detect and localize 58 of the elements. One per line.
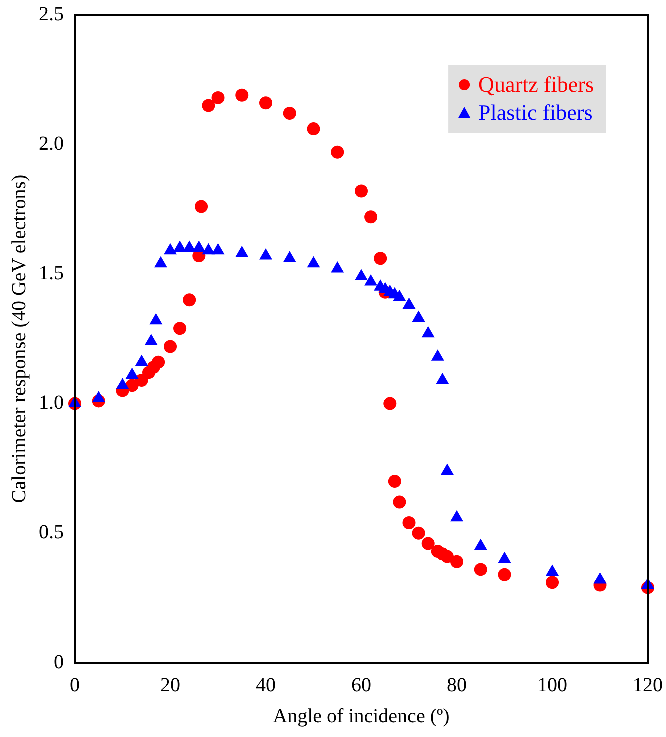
point (393, 290, 406, 302)
x-tick-label: 20 (160, 674, 180, 696)
x-tick-label: 80 (447, 674, 467, 696)
point (364, 274, 378, 286)
y-tick-label: 1.0 (39, 392, 64, 414)
point (154, 256, 168, 268)
point (283, 251, 296, 262)
point (355, 269, 368, 281)
point (202, 243, 216, 255)
y-axis-title: Calorimeter response (40 GeV electrons) (8, 174, 30, 504)
x-tick-label: 120 (633, 674, 663, 696)
point (422, 326, 435, 338)
point (135, 354, 148, 366)
point (174, 240, 187, 252)
point (331, 262, 344, 273)
y-tick-label: 1.5 (39, 262, 64, 284)
point (431, 350, 444, 361)
y-tick-label: 2.0 (39, 132, 64, 155)
x-tick-label: 0 (70, 674, 80, 696)
y-tick-label: 0.5 (39, 522, 64, 544)
point (412, 526, 426, 540)
point (150, 313, 163, 325)
point (192, 240, 206, 252)
point (92, 391, 106, 402)
point (402, 516, 416, 530)
point (236, 246, 249, 258)
x-tick-label: 60 (352, 674, 372, 696)
point (402, 298, 416, 310)
point (412, 310, 426, 322)
point (212, 243, 225, 255)
point (152, 356, 166, 369)
point (422, 537, 435, 550)
point (440, 464, 454, 475)
point (174, 322, 187, 336)
point (498, 568, 512, 582)
point (116, 378, 130, 390)
point (260, 248, 272, 260)
legend-label: Quartz fibers (478, 72, 594, 97)
point (474, 563, 488, 576)
point (164, 243, 177, 255)
x-axis-title: Angle of incidence (º) (273, 705, 450, 728)
point (450, 555, 464, 568)
x-tick-label: 100 (538, 674, 568, 696)
y-tick-label: 2.5 (39, 3, 64, 26)
point (546, 576, 559, 590)
point (183, 240, 196, 252)
point (126, 368, 139, 380)
point (436, 372, 450, 384)
point (164, 340, 177, 354)
point (440, 550, 454, 564)
x-tick-label: 40 (256, 674, 276, 696)
point (144, 334, 158, 346)
point (384, 397, 397, 410)
legend-label: Plastic fibers (478, 100, 593, 125)
point (393, 496, 406, 509)
y-tick-label: 0 (54, 651, 64, 674)
point (307, 256, 320, 268)
point (388, 475, 402, 488)
